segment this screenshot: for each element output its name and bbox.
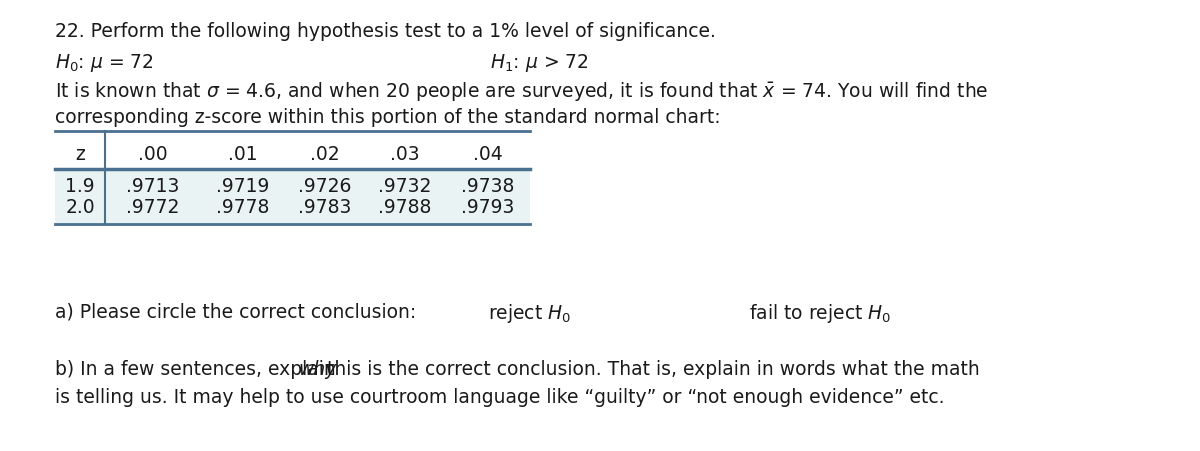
Text: .9772: .9772 xyxy=(126,198,179,217)
Text: 2.0: 2.0 xyxy=(65,198,95,217)
Text: .9726: .9726 xyxy=(299,176,352,195)
Text: a) Please circle the correct conclusion:: a) Please circle the correct conclusion: xyxy=(55,301,416,320)
Text: b) In a few sentences, explain: b) In a few sentences, explain xyxy=(55,359,342,378)
Text: reject $H_0$: reject $H_0$ xyxy=(488,301,571,324)
Text: 22. Perform the following hypothesis test to a 1% level of significance.: 22. Perform the following hypothesis tes… xyxy=(55,22,716,41)
Text: .04: .04 xyxy=(473,144,503,163)
Text: .9788: .9788 xyxy=(378,198,432,217)
Text: .9713: .9713 xyxy=(126,176,179,195)
Text: .9778: .9778 xyxy=(216,198,269,217)
Text: .9738: .9738 xyxy=(461,176,514,195)
Text: is telling us. It may help to use courtroom language like “guilty” or “not enoug: is telling us. It may help to use courtr… xyxy=(55,387,944,406)
Text: 1.9: 1.9 xyxy=(65,176,95,195)
Text: .9793: .9793 xyxy=(461,198,514,217)
Text: z: z xyxy=(76,144,85,163)
Text: why: why xyxy=(299,359,337,378)
Text: .03: .03 xyxy=(390,144,420,163)
Bar xyxy=(55,170,530,225)
Text: .02: .02 xyxy=(310,144,340,163)
Text: .00: .00 xyxy=(138,144,167,163)
Text: It is known that $\sigma$ = 4.6, and when 20 people are surveyed, it is found th: It is known that $\sigma$ = 4.6, and whe… xyxy=(55,80,989,103)
Text: corresponding z-score within this portion of the standard normal chart:: corresponding z-score within this portio… xyxy=(55,108,721,127)
Bar xyxy=(55,132,530,170)
Text: $H_0$: $\mu$ = 72: $H_0$: $\mu$ = 72 xyxy=(55,52,154,74)
Text: .9783: .9783 xyxy=(299,198,352,217)
Text: $H_1$: $\mu$ > 72: $H_1$: $\mu$ > 72 xyxy=(490,52,589,74)
Text: .9719: .9719 xyxy=(216,176,269,195)
Text: .01: .01 xyxy=(228,144,257,163)
Text: this is the correct conclusion. That is, explain in words what the math: this is the correct conclusion. That is,… xyxy=(320,359,979,378)
Text: .9732: .9732 xyxy=(378,176,432,195)
Text: fail to reject $H_0$: fail to reject $H_0$ xyxy=(749,301,892,324)
